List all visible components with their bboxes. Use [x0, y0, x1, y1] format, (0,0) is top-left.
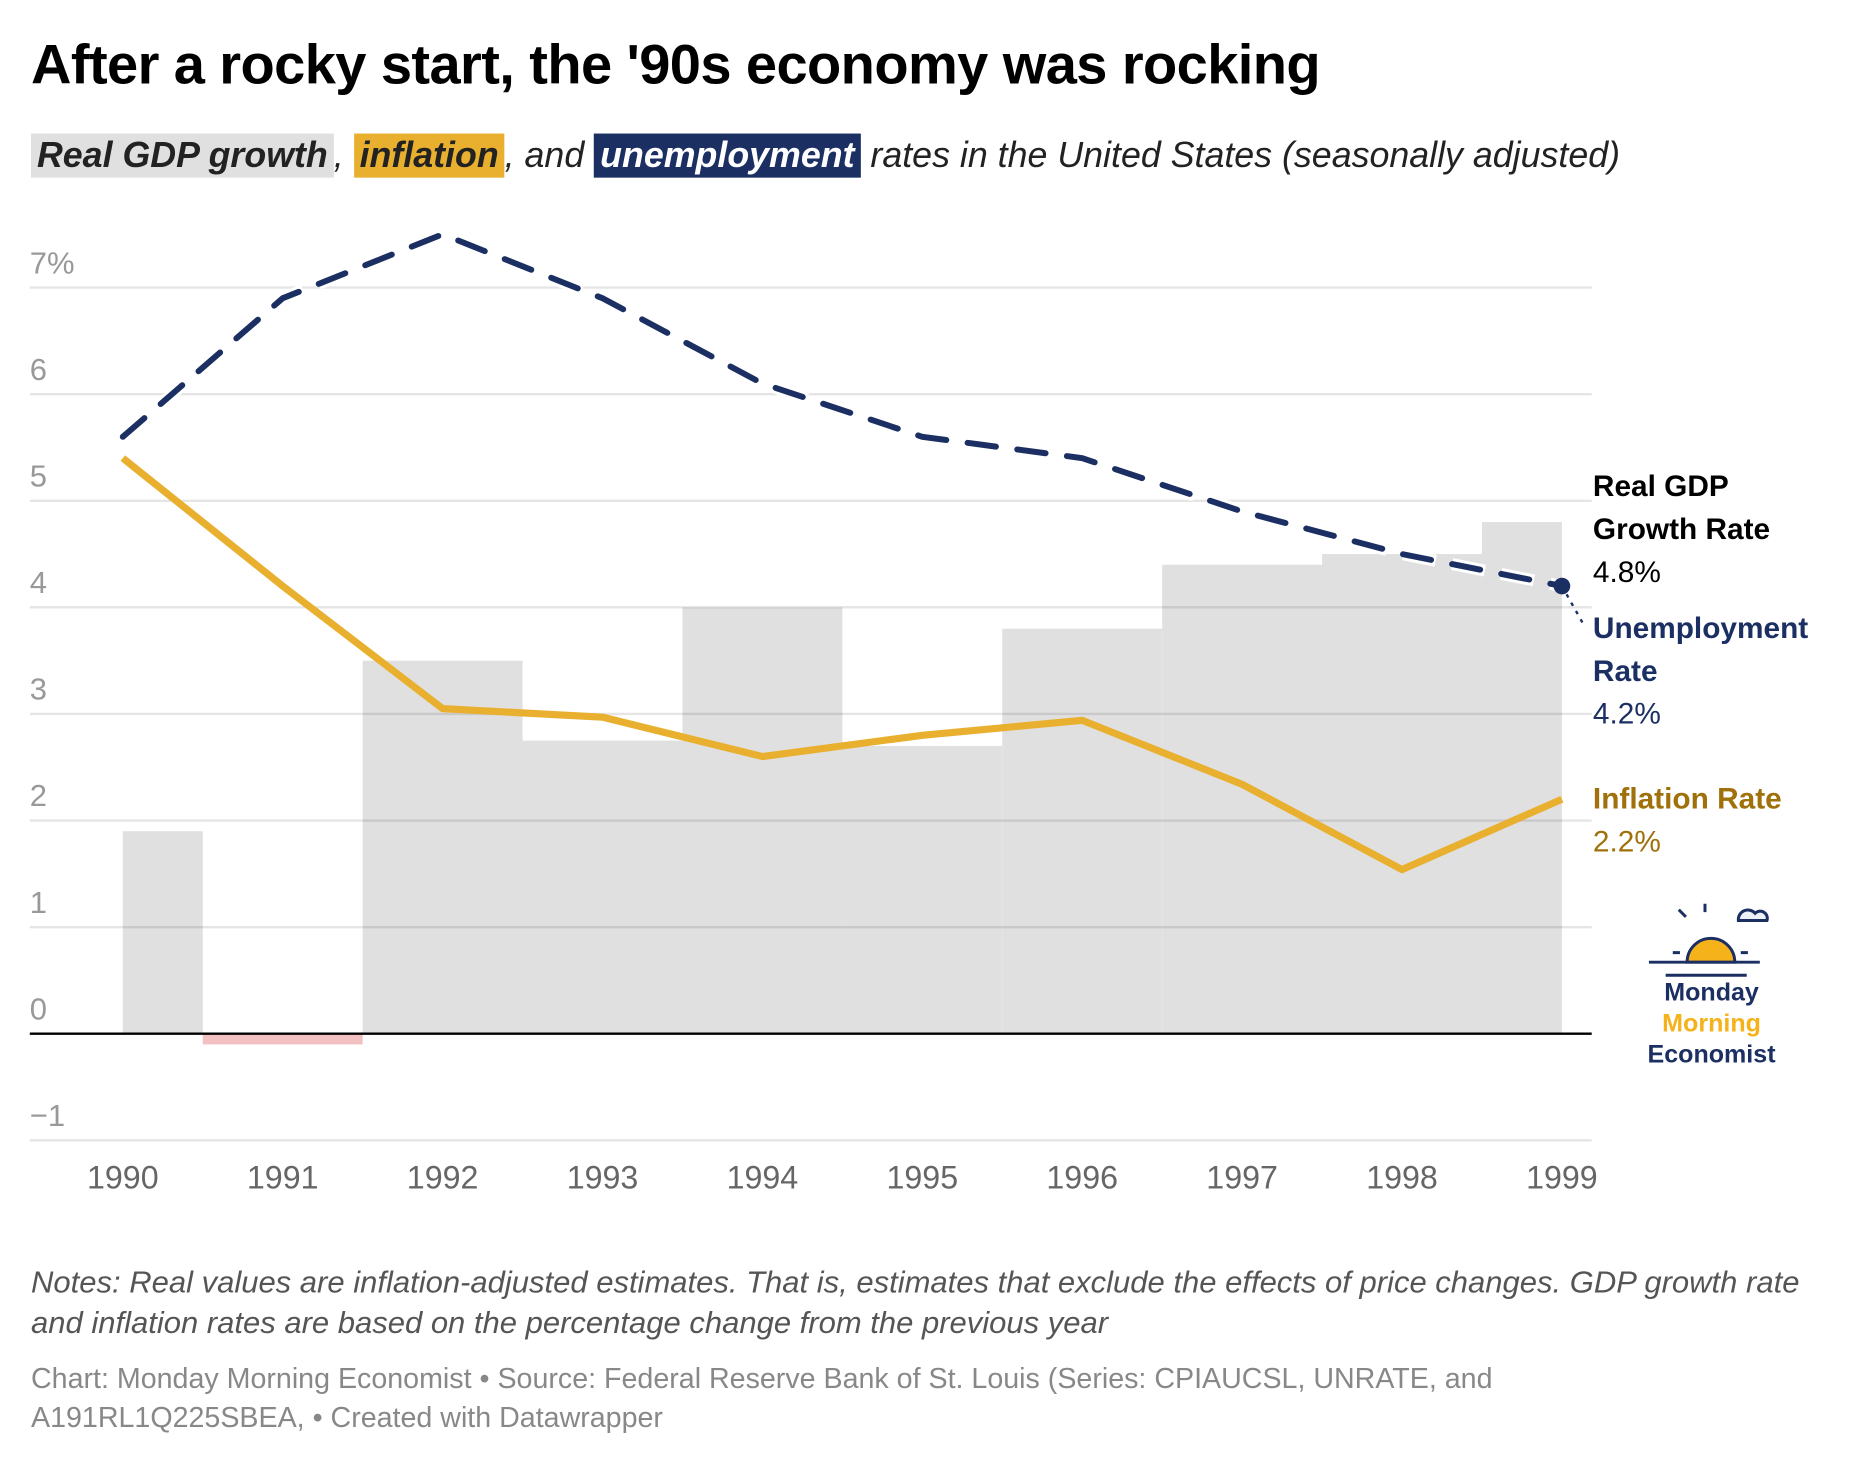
y-tick-label: 2	[30, 778, 47, 813]
unemployment-label-value: 4.2%	[1592, 697, 1661, 731]
unemployment-label-name: Rate	[1592, 654, 1658, 688]
chart-subtitle: Real GDP growth, inflation, and unemploy…	[30, 133, 1621, 178]
x-tick-label: 1992	[407, 1160, 479, 1196]
gdp-label-value: 4.8%	[1592, 555, 1661, 589]
y-tick-label: 5	[30, 458, 47, 493]
y-tick-label: 4	[30, 565, 47, 600]
gdp-bar	[842, 745, 1003, 1034]
chart-footer: Chart: Monday Morning Economist • Source…	[30, 1362, 1493, 1435]
x-tick-label: 1994	[727, 1160, 799, 1196]
unemployment-label-name: Unemployment	[1592, 611, 1809, 646]
unemployment-end-label: Unemployment Rate 4.2%	[1593, 607, 1808, 736]
x-tick-label: 1995	[887, 1160, 959, 1196]
x-tick-label: 1999	[1526, 1160, 1598, 1196]
chart-title: After a rocky start, the '90s economy wa…	[30, 32, 1321, 96]
gdp-bar	[202, 1033, 363, 1045]
sunrise-icon	[1648, 903, 1769, 977]
gdp-bar	[1481, 522, 1562, 1034]
inflation-end-label: Inflation Rate 2.2%	[1593, 777, 1782, 863]
gdp-label-name: Growth Rate	[1592, 512, 1771, 547]
y-tick-label: 0	[30, 991, 47, 1026]
legend-gdp: Real GDP growth	[30, 133, 334, 178]
unemployment-line	[119, 231, 1565, 590]
logo-text: Morning	[1662, 1009, 1761, 1038]
y-tick-label: 3	[30, 672, 47, 707]
inflation-label-value: 2.2%	[1592, 825, 1661, 859]
subtitle-text: rates in the United States (seasonally a…	[870, 135, 1621, 176]
unemployment-label-connector	[1560, 585, 1585, 625]
gdp-bar	[362, 660, 523, 1034]
inflation-label-name: Inflation Rate	[1592, 782, 1782, 816]
x-tick-label: 1997	[1206, 1160, 1278, 1196]
gdp-bar	[1162, 564, 1323, 1034]
gdp-bar	[1002, 628, 1163, 1034]
x-tick-label: 1998	[1366, 1160, 1438, 1196]
y-tick-label: 6	[30, 352, 47, 387]
logo-text: Economist	[1647, 1040, 1776, 1069]
legend-inflation: inflation	[353, 133, 505, 178]
y-tick-label: 7%	[30, 245, 75, 280]
x-tick-label: 1993	[567, 1160, 639, 1196]
y-tick-label: 1	[30, 885, 47, 920]
y-tick-label: −1	[30, 1098, 65, 1133]
gdp-end-label: Real GDP Growth Rate 4.8%	[1593, 465, 1770, 594]
legend-unemployment: unemployment	[594, 133, 861, 178]
chart-notes: Notes: Real values are inflation-adjuste…	[30, 1263, 1800, 1341]
x-tick-label: 1996	[1046, 1160, 1118, 1196]
x-tick-label: 1991	[247, 1160, 319, 1196]
subtitle-separator: , and	[504, 135, 585, 176]
gdp-bar	[122, 831, 203, 1034]
gdp-bar	[522, 740, 683, 1034]
gdp-bar	[682, 607, 843, 1034]
subtitle-separator: ,	[333, 135, 344, 176]
logo-text: Monday	[1664, 978, 1759, 1007]
inflation-line	[120, 455, 1564, 874]
gdp-bar	[1322, 554, 1482, 1034]
monday-morning-economist-logo: Monday Morning Economist	[1643, 900, 1780, 1070]
x-tick-label: 1990	[87, 1160, 159, 1196]
gdp-label-name: Real GDP	[1592, 469, 1729, 504]
